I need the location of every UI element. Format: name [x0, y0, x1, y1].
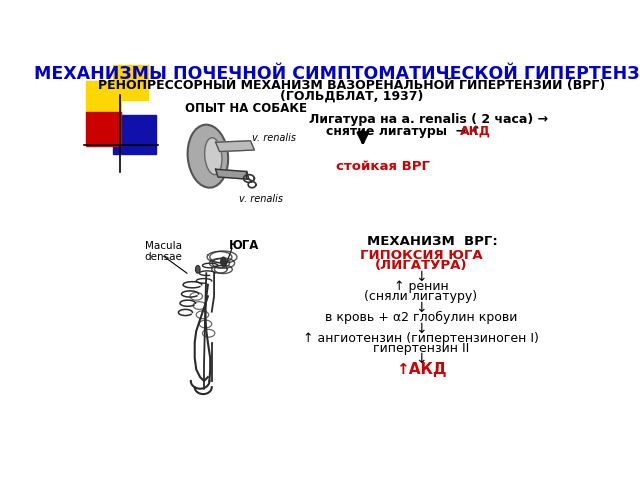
Text: (ГОЛЬДБЛАТ, 1937): (ГОЛЬДБЛАТ, 1937) — [280, 90, 423, 103]
Text: ↑АКД: ↑АКД — [396, 362, 446, 377]
Text: v. renalis: v. renalis — [239, 193, 283, 204]
Bar — [86, 81, 121, 115]
Text: v. renalis: v. renalis — [252, 133, 296, 144]
Text: АКД: АКД — [460, 125, 491, 138]
Text: гипертензин II: гипертензин II — [373, 342, 469, 355]
Text: Лигатура на a. renalis ( 2 часа) →: Лигатура на a. renalis ( 2 часа) → — [308, 113, 548, 126]
Text: РЕНОПРЕССОРНЫЙ МЕХАНИЗМ ВАЗОРЕНАЛЬНОЙ ГИПЕРТЕНЗИИ (ВРГ): РЕНОПРЕССОРНЫЙ МЕХАНИЗМ ВАЗОРЕНАЛЬНОЙ ГИ… — [98, 79, 605, 92]
Text: ↓: ↓ — [415, 352, 427, 366]
Bar — [113, 115, 156, 154]
Text: ЮГА: ЮГА — [229, 240, 259, 252]
Text: МЕХАНИЗМЫ ПОЧЕЧНОЙ СИМПТОМАТИЧЕСКОЙ ГИПЕРТЕНЗИИ: МЕХАНИЗМЫ ПОЧЕЧНОЙ СИМПТОМАТИЧЕСКОЙ ГИПЕ… — [34, 65, 640, 84]
Ellipse shape — [205, 138, 222, 175]
Text: ↓: ↓ — [415, 322, 427, 336]
Text: (ЛИГАТУРА): (ЛИГАТУРА) — [375, 259, 467, 272]
Text: в кровь + α2 глобулин крови: в кровь + α2 глобулин крови — [325, 311, 517, 324]
Text: ↑ ренин: ↑ ренин — [394, 280, 449, 293]
Text: снятие лигатуры  → ↑: снятие лигатуры → ↑ — [326, 125, 481, 138]
Polygon shape — [216, 169, 249, 179]
Text: ↑ ангиотензин (гипертензиноген I): ↑ ангиотензин (гипертензиноген I) — [303, 332, 539, 345]
Ellipse shape — [221, 257, 226, 266]
Text: МЕХАНИЗМ  ВРГ:: МЕХАНИЗМ ВРГ: — [367, 235, 497, 248]
Polygon shape — [216, 141, 254, 152]
Text: ↓: ↓ — [415, 301, 427, 315]
Text: ОПЫТ НА СОБАКЕ: ОПЫТ НА СОБАКЕ — [184, 102, 307, 115]
Text: ГИПОКСИЯ ЮГА: ГИПОКСИЯ ЮГА — [360, 249, 483, 262]
Bar — [86, 111, 121, 146]
Ellipse shape — [188, 125, 228, 188]
Text: Macula
densae: Macula densae — [145, 241, 182, 263]
Text: (сняли лигатуру): (сняли лигатуру) — [364, 290, 477, 303]
Text: стойкая ВРГ: стойкая ВРГ — [336, 160, 429, 173]
Bar — [113, 65, 148, 100]
Ellipse shape — [195, 265, 200, 273]
Text: ↓: ↓ — [415, 270, 427, 284]
